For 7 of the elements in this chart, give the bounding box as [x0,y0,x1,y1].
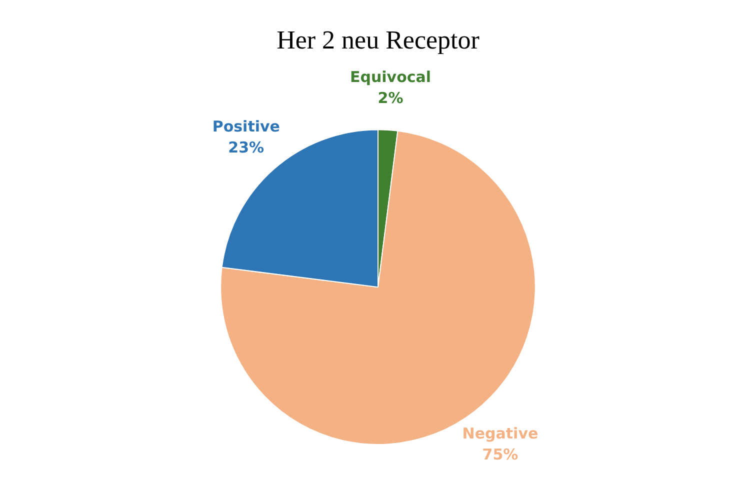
data-label: 2% [378,88,404,107]
slice-label: Equivocal [350,68,432,86]
chart-title: Her 2 neu Receptor [276,25,480,54]
slice-label: Negative [462,424,538,443]
data-label: 23% [228,138,264,156]
slice-label: Positive [212,117,280,136]
data-label: 75% [482,446,518,464]
